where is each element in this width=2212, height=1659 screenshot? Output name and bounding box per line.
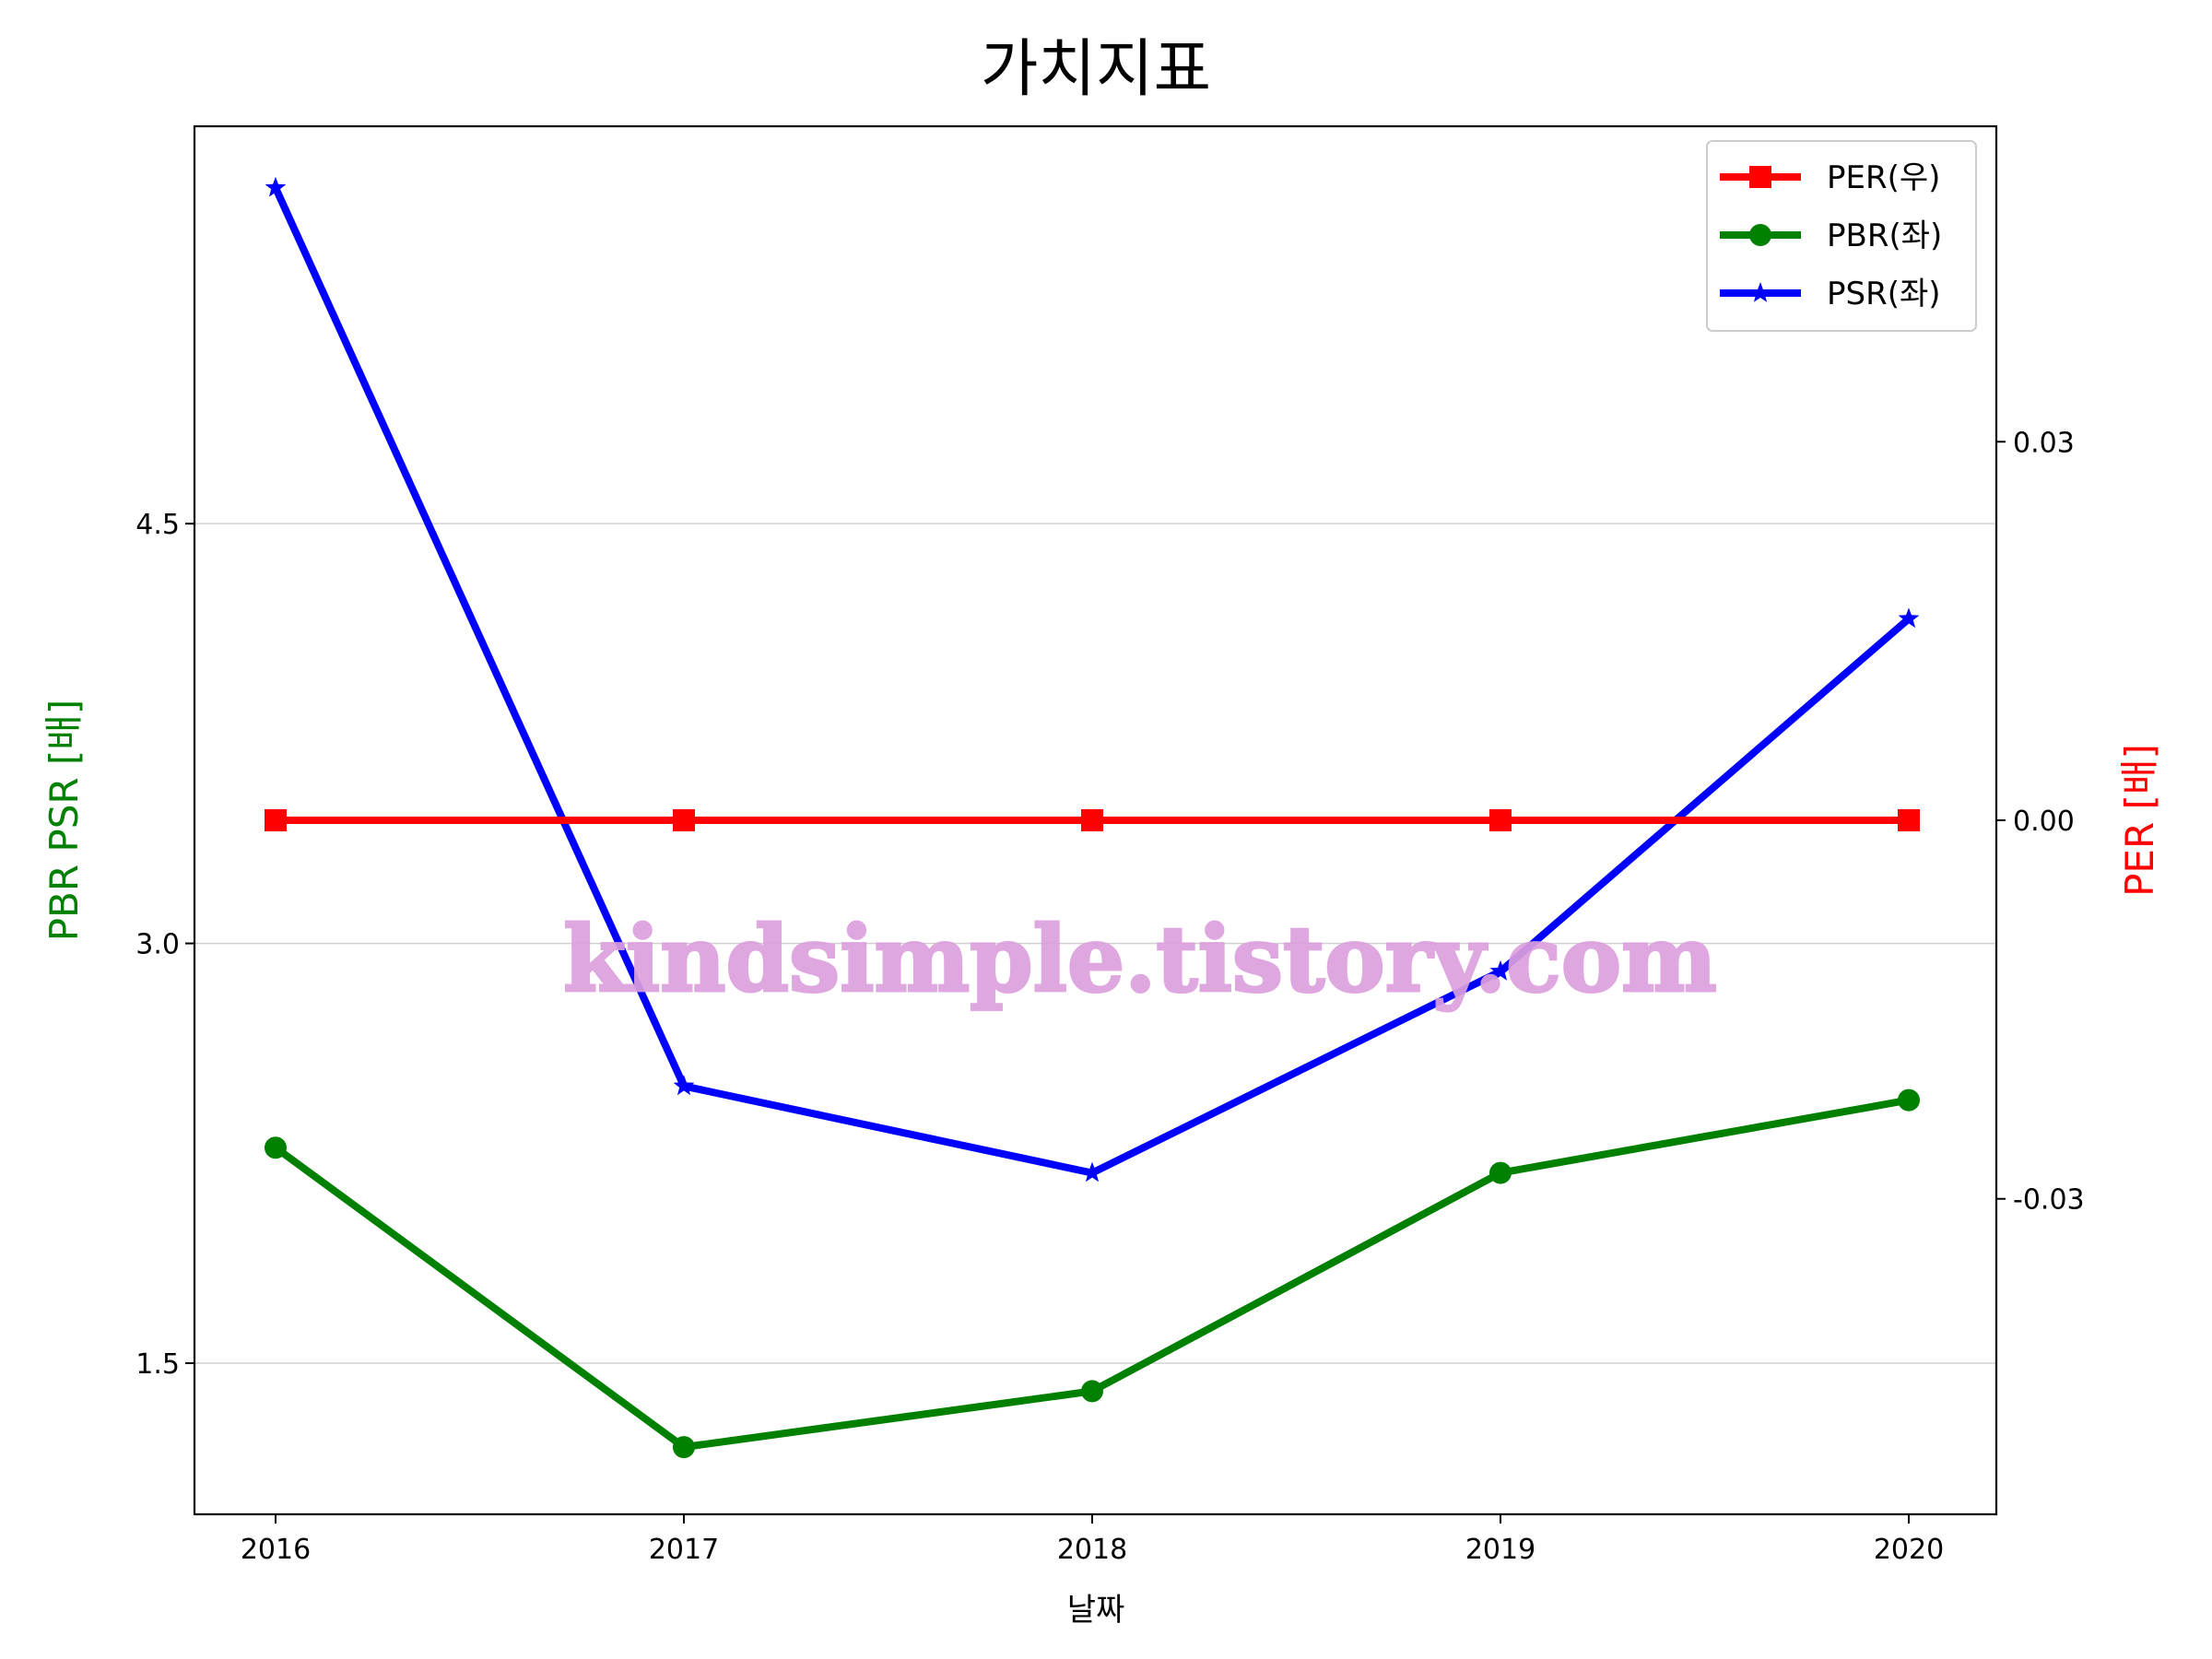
y-axis-label-left: PBR PSR [배] xyxy=(41,700,87,942)
legend-marker-psr xyxy=(1749,282,1771,302)
data-point-per xyxy=(1081,809,1103,831)
data-point-psr xyxy=(1081,1161,1103,1182)
data-point-psr xyxy=(1489,960,1512,981)
y-left-tick-label: 4.5 xyxy=(135,509,180,541)
watermark-text: kindsimple.tistory.com xyxy=(563,907,1717,1013)
x-tick-label: 2018 xyxy=(1057,1534,1127,1566)
data-point-psr xyxy=(1898,607,1920,629)
x-axis-ticks: 2016 2017 2018 2019 2020 xyxy=(241,1514,1944,1566)
data-point-per xyxy=(1489,809,1512,831)
data-point-psr xyxy=(673,1075,695,1096)
y-left-tick-label: 3.0 xyxy=(135,929,180,961)
data-point-pbr xyxy=(673,1436,695,1459)
x-tick-label: 2020 xyxy=(1874,1534,1944,1566)
data-point-per xyxy=(1898,809,1920,831)
watermark: kindsimple.tistory.com xyxy=(562,906,1719,1015)
series-layer xyxy=(265,176,1920,1459)
x-tick-label: 2016 xyxy=(241,1534,311,1566)
data-point-pbr xyxy=(265,1136,287,1159)
legend: PER(우) PBR(좌) PSR(좌) xyxy=(1706,140,1977,332)
legend-marker-per xyxy=(1749,166,1771,188)
y-left-tick-label: 1.5 xyxy=(135,1348,180,1381)
legend-items: PER(우) PBR(좌) PSR(좌) xyxy=(1720,159,1942,312)
gridlines xyxy=(194,523,1996,1364)
right-axis-ticks: 0.03 0.00 -0.03 xyxy=(1996,427,2085,1217)
x-tick-label: 2019 xyxy=(1465,1534,1535,1566)
y-axis-label-right: PER [배] xyxy=(2117,744,2162,897)
data-point-per xyxy=(265,809,287,831)
legend-marker-pbr xyxy=(1749,224,1771,246)
y-right-tick-label: -0.03 xyxy=(2013,1184,2085,1217)
plot-frame xyxy=(193,124,1998,1516)
legend-label-psr: PSR(좌) xyxy=(1827,276,1941,312)
legend-label-per: PER(우) xyxy=(1827,159,1940,196)
data-point-per xyxy=(673,809,695,831)
x-tick-label: 2017 xyxy=(649,1534,719,1566)
data-point-pbr xyxy=(1081,1380,1103,1403)
data-point-pbr xyxy=(1898,1088,1920,1112)
data-point-pbr xyxy=(1489,1161,1512,1184)
legend-frame xyxy=(1706,140,1977,332)
chart-title: 가치지표 xyxy=(981,33,1211,106)
data-point-psr xyxy=(265,176,287,197)
legend-label-pbr: PBR(좌) xyxy=(1827,218,1942,254)
y-right-tick-label: 0.00 xyxy=(2013,806,2075,838)
left-axis-ticks: 1.5 3.0 4.5 xyxy=(135,509,194,1381)
x-axis-label: 날짜 xyxy=(1067,1592,1125,1629)
y-right-tick-label: 0.03 xyxy=(2013,427,2075,459)
